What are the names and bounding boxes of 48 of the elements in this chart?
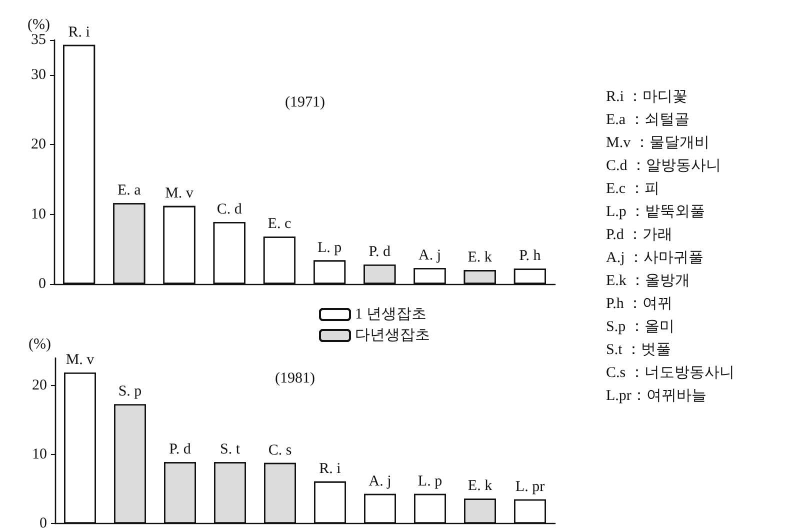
text: S.t ：벗풀 bbox=[606, 341, 672, 360]
x-tick-label: A. j bbox=[368, 473, 392, 490]
x-tick-label: S. t bbox=[220, 442, 241, 458]
x-tick-label: A. j bbox=[418, 247, 441, 264]
text: E.k ：올방개 bbox=[606, 272, 692, 291]
y-tick-label: 0 bbox=[40, 516, 47, 531]
text: A.j ：사마귀풀 bbox=[606, 249, 704, 268]
x-tick-label: S. p bbox=[118, 384, 142, 400]
text: R.i ：마디꽃 bbox=[606, 88, 689, 107]
x-tick-label: M. v bbox=[165, 185, 194, 202]
x-tick-label: L. pr bbox=[515, 478, 545, 495]
y-tick-label: 10 bbox=[31, 206, 46, 222]
x-tick-label: L. p bbox=[418, 473, 442, 490]
x-tick-label: E. k bbox=[468, 250, 492, 266]
x-tick-label: P. d bbox=[169, 442, 192, 458]
x-tick-label: E. c bbox=[268, 216, 292, 232]
legend-label: 다년생잡초 bbox=[355, 328, 430, 344]
x-tick-label: L. p bbox=[317, 240, 342, 256]
y-tick-label: 10 bbox=[32, 446, 47, 463]
text: P.h ：여뀌 bbox=[606, 295, 674, 314]
x-tick-label: P. d bbox=[368, 244, 391, 260]
x-tick-label: E. a bbox=[117, 182, 142, 199]
text: S.p ：올미 bbox=[606, 318, 676, 337]
y-tick-label: 35 bbox=[31, 32, 46, 48]
x-tick-label: M. v bbox=[66, 352, 95, 368]
text: P.d ：가래 bbox=[606, 226, 674, 245]
y-tick-label: 0 bbox=[38, 276, 46, 292]
x-tick-label: R. i bbox=[319, 460, 341, 477]
y-tick-label: 20 bbox=[31, 136, 46, 153]
text: C.d ：알방동사니 bbox=[606, 157, 722, 176]
y-tick-label: 30 bbox=[31, 66, 46, 83]
text: M.v ：물달개비 bbox=[606, 134, 710, 153]
x-tick-label: R. i bbox=[68, 24, 90, 40]
x-tick-label: C. d bbox=[216, 201, 242, 218]
x-tick-label: E. k bbox=[468, 478, 493, 494]
y-axis-title: (%) bbox=[28, 336, 51, 352]
text: L.p ：밭뚝외풀 bbox=[606, 203, 706, 222]
x-tick-label: C. s bbox=[268, 442, 292, 458]
text: L.pr：여뀌바늘 bbox=[606, 387, 708, 406]
text: (1981) bbox=[275, 370, 315, 386]
x-tick-label: P. h bbox=[519, 248, 542, 264]
y-tick-label: 20 bbox=[32, 378, 47, 394]
legend-label: 1 년생잡초 bbox=[355, 306, 426, 322]
text: C.s ：너도방동사니 bbox=[606, 364, 734, 383]
y-axis-title: (%) bbox=[28, 17, 50, 34]
text: E.c ：피 bbox=[606, 180, 660, 199]
text: E.a ：쇠털골 bbox=[606, 111, 690, 130]
text: (1971) bbox=[285, 94, 325, 110]
